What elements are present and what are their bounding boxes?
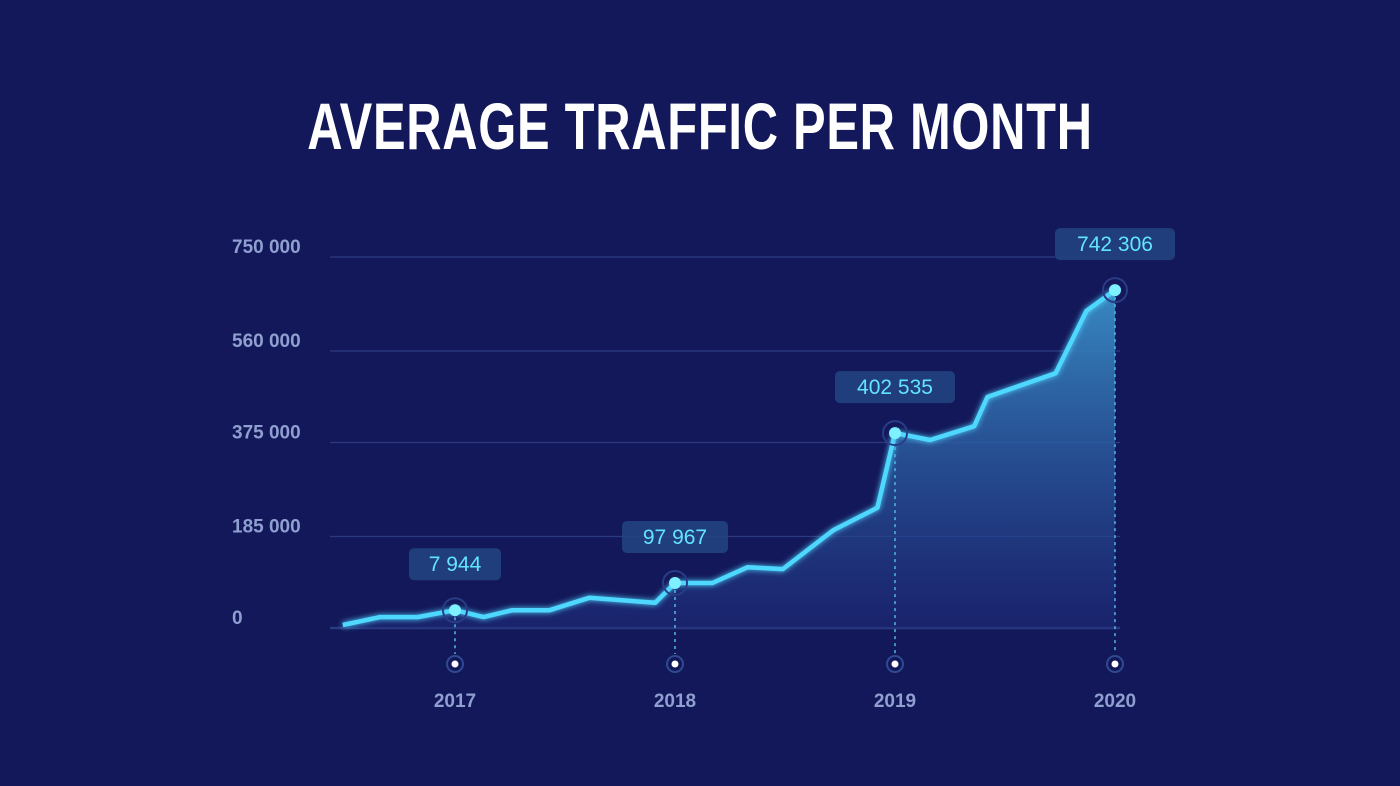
annotation-label-box bbox=[835, 371, 955, 404]
annotation-label-box bbox=[409, 548, 501, 581]
x-tick-label: 2020 bbox=[1094, 691, 1136, 712]
x-tick-label: 2017 bbox=[434, 691, 476, 712]
x-tick-marker-ring bbox=[446, 655, 464, 673]
annotation-label: 97 967 bbox=[643, 526, 707, 549]
annotation-point-ring bbox=[442, 597, 468, 624]
annotation-label: 402 535 bbox=[857, 376, 933, 399]
x-tick-marker-ring bbox=[1106, 655, 1124, 673]
chart-title: AVERAGE TRAFFIC PER MONTH bbox=[307, 89, 1093, 163]
x-tick-marker-ring bbox=[886, 655, 904, 673]
x-tick-marker bbox=[1111, 660, 1119, 668]
annotation-label: 7 944 bbox=[429, 553, 482, 576]
area-fill bbox=[342, 290, 1115, 628]
x-tick-label: 2019 bbox=[874, 691, 916, 712]
annotation-point bbox=[449, 604, 461, 617]
x-tick-marker-ring bbox=[666, 655, 684, 673]
annotation-point-ring bbox=[882, 420, 908, 447]
y-tick-label: 560 000 bbox=[232, 331, 301, 352]
series-line bbox=[342, 288, 1117, 628]
annotation-label: 742 306 bbox=[1077, 233, 1153, 256]
x-tick-marker bbox=[671, 660, 679, 668]
annotation-point-ring bbox=[662, 569, 688, 596]
y-tick-label: 750 000 bbox=[232, 237, 301, 258]
y-tick-label: 185 000 bbox=[232, 516, 301, 537]
y-tick-label: 375 000 bbox=[232, 423, 301, 444]
annotation-label-box bbox=[622, 520, 728, 553]
x-tick-marker bbox=[891, 660, 899, 668]
x-tick-label: 2018 bbox=[654, 691, 696, 712]
annotation-point bbox=[1109, 284, 1121, 297]
annotation-point bbox=[889, 427, 901, 440]
x-tick-marker bbox=[451, 660, 459, 668]
annotation-label-box bbox=[1055, 228, 1175, 261]
y-tick-label: 0 bbox=[232, 608, 243, 629]
annotation-point-ring bbox=[1102, 277, 1128, 304]
annotation-point bbox=[669, 576, 681, 589]
